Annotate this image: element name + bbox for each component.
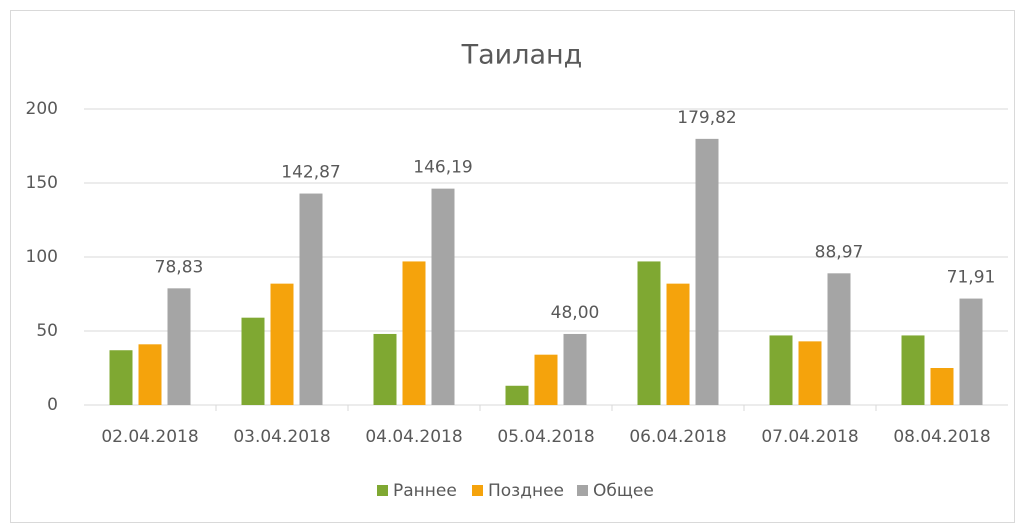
data-label: 179,82	[677, 108, 736, 128]
bar	[769, 335, 793, 405]
data-label: 71,91	[947, 268, 996, 288]
bar	[241, 317, 265, 405]
legend-swatch	[377, 485, 388, 496]
bar	[299, 193, 323, 405]
y-tick-label: 200	[26, 99, 58, 119]
bar	[827, 273, 851, 405]
bar	[901, 335, 925, 405]
legend-swatch	[577, 485, 588, 496]
y-tick-label: 150	[26, 173, 58, 193]
bar	[959, 298, 983, 405]
y-tick-label: 0	[47, 395, 58, 415]
bar	[695, 138, 719, 405]
x-tick-label: 02.04.2018	[101, 427, 198, 447]
bar	[798, 341, 822, 405]
bar	[431, 188, 455, 405]
data-label: 78,83	[155, 257, 204, 277]
bar	[666, 283, 690, 405]
legend-label: Позднее	[488, 481, 564, 501]
data-label: 146,19	[413, 158, 472, 178]
chart-frame	[10, 10, 1015, 523]
legend-label: Общее	[593, 481, 654, 501]
x-tick-label: 08.04.2018	[893, 427, 990, 447]
bar	[637, 261, 661, 405]
y-tick-label: 50	[36, 321, 58, 341]
bar	[930, 368, 954, 405]
bar	[563, 333, 587, 405]
bar	[138, 344, 162, 405]
bar	[534, 354, 558, 405]
bar	[505, 385, 529, 405]
x-tick-label: 03.04.2018	[233, 427, 330, 447]
y-tick-label: 100	[26, 247, 58, 267]
data-label: 48,00	[551, 303, 600, 323]
x-tick-label: 07.04.2018	[761, 427, 858, 447]
chart-title: Таиланд	[461, 40, 583, 71]
bar	[270, 283, 294, 405]
bar	[373, 333, 397, 405]
data-label: 142,87	[281, 163, 340, 183]
legend-swatch	[472, 485, 483, 496]
x-tick-label: 05.04.2018	[497, 427, 594, 447]
bar	[402, 261, 426, 405]
bar	[167, 288, 191, 405]
data-label: 88,97	[815, 242, 864, 262]
legend-label: Раннее	[393, 481, 457, 501]
bar	[109, 350, 133, 405]
x-tick-label: 04.04.2018	[365, 427, 462, 447]
x-tick-label: 06.04.2018	[629, 427, 726, 447]
